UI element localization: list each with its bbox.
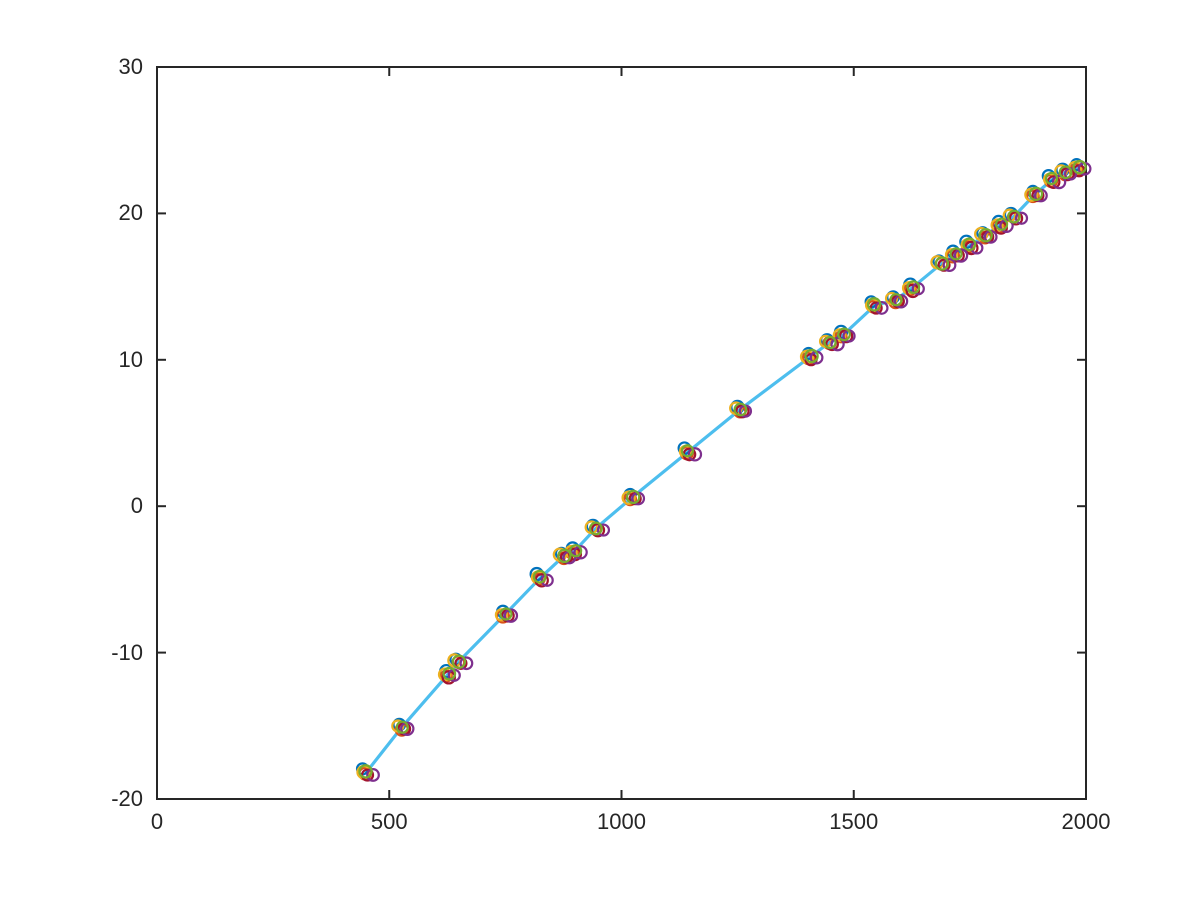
marker-series-green — [532, 569, 547, 584]
marker-series-green — [451, 654, 467, 669]
marker-series-purple — [970, 241, 984, 255]
marker-series-green — [994, 217, 1009, 231]
marker-series-green — [442, 666, 457, 681]
x-tick-label: 1500 — [829, 809, 879, 834]
marker-series-purple — [459, 656, 474, 671]
marker-series-green — [1072, 159, 1087, 175]
marker-series-green — [557, 548, 572, 564]
y-tick-label: 30 — [118, 54, 143, 79]
marker-series-orange — [439, 669, 453, 683]
axis-ticks — [156, 66, 1087, 800]
marker-series-darkred — [454, 656, 468, 670]
marker-series-green — [395, 720, 409, 734]
marker-series-green — [1028, 186, 1044, 202]
marker-series-purple — [687, 447, 703, 462]
marker-series-purple — [874, 301, 889, 315]
marker-series-green — [962, 237, 977, 252]
marker-series-green — [625, 489, 641, 505]
y-tick-label: -10 — [111, 639, 143, 665]
marker-series-purple — [540, 573, 554, 587]
marker-series-orange — [623, 492, 638, 507]
marker-series-green — [934, 256, 950, 271]
y-tick-label: 10 — [118, 346, 143, 372]
x-tick-label: 0 — [150, 809, 164, 834]
marker-series-green — [1044, 171, 1059, 186]
marker-series-purple — [573, 545, 588, 560]
marker-series-purple — [596, 523, 611, 537]
marker-series-green — [358, 764, 373, 779]
marker-series-purple — [830, 336, 845, 352]
marker-series-green — [889, 293, 903, 307]
marker-series-green — [569, 544, 583, 558]
marker-series-green — [837, 327, 851, 342]
y-tick-label: 0 — [130, 493, 143, 519]
marker-series-green — [978, 228, 993, 243]
marker-series-purple — [1051, 174, 1067, 190]
y-tick-label: -20 — [111, 786, 143, 811]
x-tick-label: 2000 — [1061, 809, 1111, 834]
trend-line-path — [364, 166, 1080, 775]
marker-series-darkred — [937, 258, 951, 272]
x-tick-label: 1000 — [597, 809, 646, 834]
marker-series-purple — [893, 294, 909, 309]
marker-series-purple — [366, 768, 380, 782]
marker-series-purple — [1014, 211, 1029, 225]
plot-area-border — [156, 66, 1087, 800]
marker-series-purple — [999, 218, 1014, 234]
marker-series-purple — [942, 258, 957, 272]
trend-line — [364, 166, 1080, 775]
plot-box-border — [156, 66, 1087, 800]
marker-series-green — [1007, 209, 1021, 224]
marker-series-green — [906, 280, 921, 295]
marker-series-green — [680, 444, 695, 458]
marker-series-orange — [1026, 189, 1040, 204]
marker-series-orange — [903, 282, 917, 297]
x-tick-label: 500 — [370, 809, 408, 834]
marker-series-green — [499, 607, 513, 621]
marker-series-purple — [953, 248, 969, 263]
marker-series-green — [804, 348, 819, 364]
scatter-markers — [355, 158, 1092, 782]
marker-series-green — [589, 521, 603, 536]
marker-series-green — [733, 402, 748, 417]
marker-series-green — [1058, 165, 1073, 180]
marker-series-green — [823, 335, 837, 350]
marker-series-green — [949, 247, 963, 261]
marker-series-purple — [503, 608, 519, 623]
marker-series-purple — [400, 721, 415, 736]
marker-series-green — [866, 297, 882, 312]
y-tick-label: 20 — [118, 200, 143, 226]
